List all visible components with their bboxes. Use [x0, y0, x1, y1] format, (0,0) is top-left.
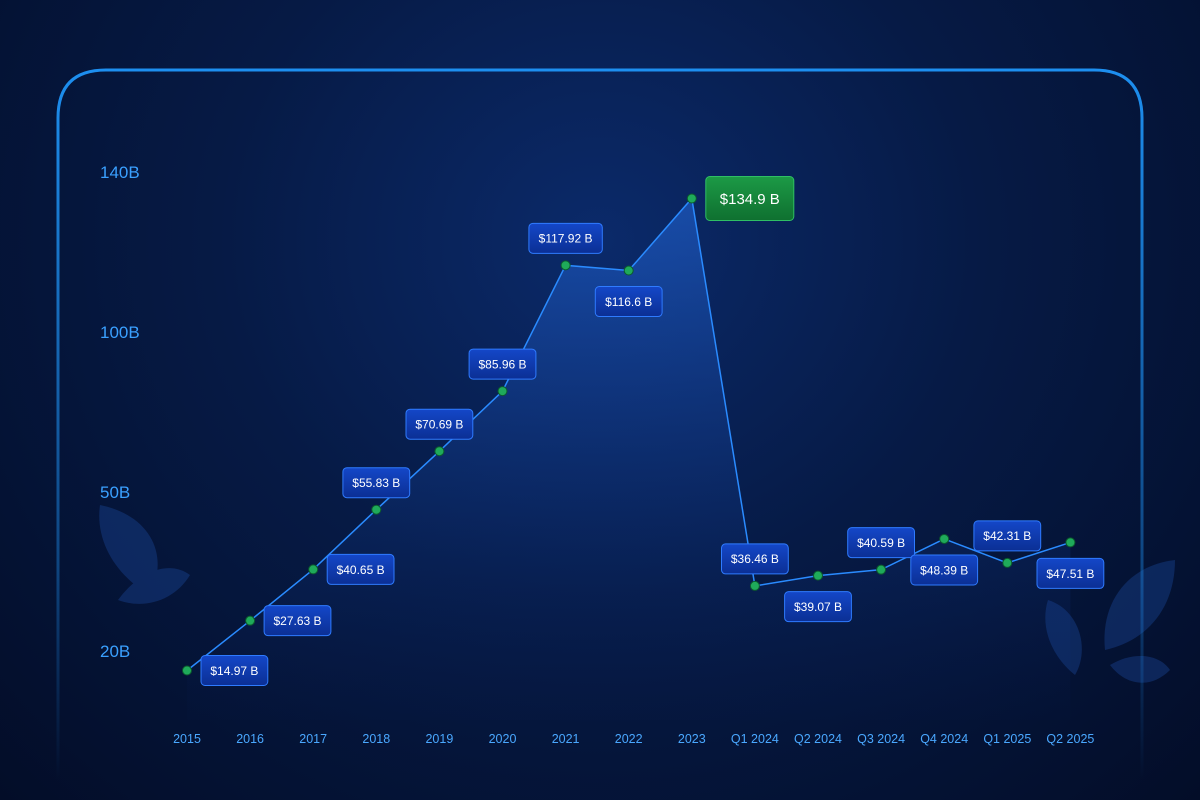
data-point [1002, 557, 1013, 568]
x-tick-label: 2018 [362, 732, 390, 746]
x-tick-label: Q2 2025 [1046, 732, 1094, 746]
data-point [497, 386, 508, 397]
x-tick-label: 2023 [678, 732, 706, 746]
data-label: $70.69 B [405, 408, 474, 440]
data-label: $40.65 B [326, 553, 395, 585]
data-label-text: $70.69 B [415, 418, 463, 432]
data-point [1065, 537, 1076, 548]
panel-frame [56, 68, 1144, 780]
data-label-text: $134.9 B [720, 191, 780, 208]
x-tick-label: Q3 2024 [857, 732, 905, 746]
data-label: $47.51 B [1036, 557, 1105, 589]
x-tick-label: 2020 [489, 732, 517, 746]
data-label-box [342, 467, 411, 499]
data-point [434, 446, 445, 457]
leaf-decoration-left [99, 505, 190, 604]
x-tick-label: Q1 2024 [731, 732, 779, 746]
data-label-text: $40.59 B [857, 536, 905, 550]
x-tick-label: 2019 [425, 732, 453, 746]
data-label: $14.97 B [200, 655, 269, 686]
data-point [371, 504, 382, 515]
data-point [182, 665, 192, 676]
data-label-text: $116.6 B [605, 295, 652, 309]
data-label-text: $14.97 B [210, 664, 258, 678]
area-fill [187, 198, 1071, 720]
data-label-text: $39.07 B [794, 600, 842, 614]
data-label: $40.59 B [847, 527, 916, 559]
highlight-data-label: $134.9 B [705, 176, 795, 221]
x-tick-label: 2021 [552, 732, 580, 746]
data-label-box [594, 286, 663, 318]
data-label: $116.6 B [594, 286, 663, 318]
y-tick-label: 20B [100, 642, 130, 661]
data-point [876, 564, 887, 575]
x-tick-label: Q4 2024 [920, 732, 968, 746]
data-label: $117.92 B [528, 222, 603, 254]
data-point [686, 193, 697, 204]
y-tick-label: 100B [100, 323, 140, 342]
data-point [560, 260, 571, 271]
y-tick-label: 50B [100, 483, 130, 502]
data-label-box [468, 348, 537, 380]
data-label-box [528, 222, 603, 254]
data-label-text: $85.96 B [478, 357, 526, 371]
data-label: $85.96 B [468, 348, 537, 380]
data-label: $36.46 B [721, 543, 789, 575]
data-label-box [847, 527, 916, 559]
data-label-box [910, 554, 979, 586]
data-label-box [200, 655, 269, 686]
x-tick-label: 2017 [299, 732, 327, 746]
data-point [623, 265, 634, 276]
x-tick-label: Q1 2025 [983, 732, 1031, 746]
data-point [308, 564, 319, 575]
data-point [245, 615, 256, 626]
data-label-text: $40.65 B [337, 563, 385, 577]
data-label-box [973, 520, 1042, 552]
data-label: $55.83 B [342, 467, 411, 499]
data-label-text: $117.92 B [539, 232, 593, 246]
data-label-text: $48.39 B [920, 563, 968, 577]
x-tick-label: 2016 [236, 732, 264, 746]
data-label-text: $42.31 B [983, 529, 1031, 543]
data-point [939, 533, 950, 544]
data-point [749, 580, 760, 591]
y-tick-label: 140B [100, 163, 140, 182]
x-tick-label: 2015 [173, 732, 201, 746]
data-label-box [405, 408, 474, 440]
data-point [813, 570, 823, 581]
data-label-text: $27.63 B [273, 614, 321, 628]
data-label: $27.63 B [263, 605, 332, 637]
data-label: $48.39 B [910, 554, 979, 586]
data-label: $42.31 B [973, 520, 1042, 552]
data-label-box [326, 553, 395, 585]
data-label-box [721, 543, 789, 575]
x-tick-label: Q2 2024 [794, 732, 842, 746]
data-label-box [705, 176, 795, 221]
data-label-box [1036, 557, 1105, 589]
data-label-text: $36.46 B [731, 552, 779, 566]
data-label: $39.07 B [784, 591, 852, 623]
data-label-box [784, 591, 852, 623]
x-tick-label: 2022 [615, 732, 643, 746]
data-label-box [263, 605, 332, 637]
data-label-text: $55.83 B [352, 476, 400, 490]
data-label-text: $47.51 B [1046, 567, 1094, 581]
